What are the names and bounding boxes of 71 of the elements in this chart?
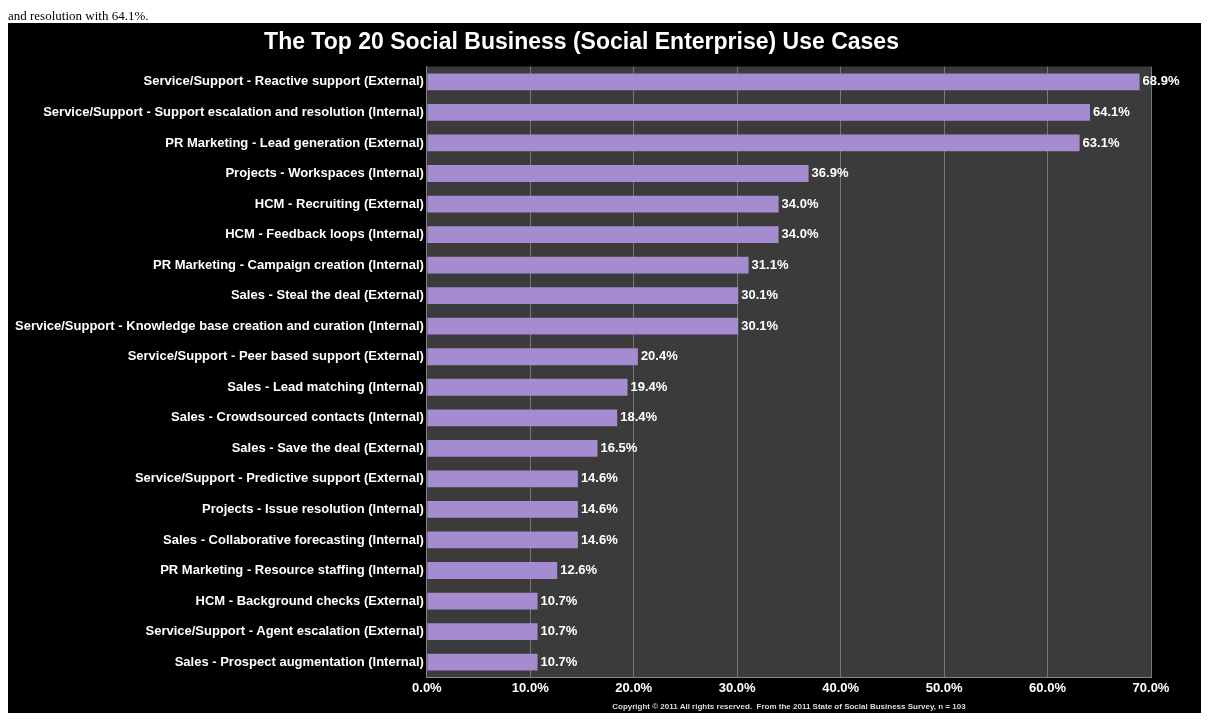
data-label: 30.1% (741, 287, 779, 303)
bar (427, 501, 578, 518)
y-tick-label: Service/Support - Agent escalation (External) (145, 623, 424, 639)
y-tick-label: Sales - Crowdsourced contacts (Internal) (171, 409, 424, 425)
bar (427, 653, 538, 671)
data-label: 31.1% (751, 256, 789, 272)
bar (427, 317, 739, 335)
data-label: 14.6% (580, 501, 619, 517)
y-tick-label: Service/Support - Predictive support (External) (134, 470, 424, 486)
data-label: 68.9% (1142, 73, 1180, 89)
bar (427, 134, 1080, 152)
x-tick-label: 10.0% (511, 679, 550, 695)
bar (427, 562, 558, 579)
chart-title: The Top 20 Social Business (Social Enterprise) Use Cases (264, 28, 899, 55)
bar (427, 195, 779, 213)
y-tick-label: Sales - Collaborative forecasting (Internal) (163, 531, 424, 547)
y-tick-label: Sales - Lead matching (Internal) (227, 378, 424, 394)
x-tick-label: 20.0% (615, 679, 653, 695)
data-label: 18.4% (620, 409, 658, 425)
data-label: 10.7% (540, 623, 578, 639)
y-tick-label: Projects - Issue resolution (Internal) (202, 501, 424, 517)
bar (427, 348, 638, 366)
x-tick-label: 30.0% (718, 679, 757, 695)
bar (427, 592, 538, 610)
bar (427, 378, 628, 396)
y-tick-label: Sales - Prospect augmentation (Internal) (174, 653, 424, 669)
y-tick-label: PR Marketing - Campaign creation (Internal) (152, 256, 424, 272)
data-label: 20.4% (640, 348, 679, 364)
y-tick-label: HCM - Feedback loops (Internal) (225, 226, 424, 242)
x-tick-label: 40.0% (822, 679, 860, 695)
text: Copyright © 2011 All rights reserved. From the 2011 State of Social Business Survey, n = 103 (612, 702, 967, 712)
data-label: 12.6% (560, 562, 598, 578)
data-label: 14.6% (580, 531, 619, 547)
x-tick-label: 70.0% (1132, 679, 1170, 695)
y-tick-label: Service/Support - Peer based support (External) (127, 348, 424, 364)
data-label: 14.6% (580, 470, 619, 486)
bar (427, 623, 538, 640)
bar (427, 409, 618, 427)
x-tick-label: 60.0% (1029, 679, 1067, 695)
data-label: 63.1% (1082, 134, 1120, 150)
bar (427, 531, 578, 549)
y-tick-label: Service/Support - Reactive support (External) (143, 73, 424, 89)
y-tick-label: Service/Support - Knowledge base creation and curation (Internal) (14, 317, 424, 333)
data-label: 16.5% (600, 439, 638, 455)
data-label: 64.1% (1092, 103, 1131, 119)
data-label: 34.0% (781, 226, 819, 242)
x-tick-label: 50.0% (925, 679, 963, 695)
data-label: 10.7% (540, 592, 578, 608)
x-tick-label: 0.0% (412, 679, 443, 695)
y-tick-label: Service/Support - Support escalation and resolution (Internal) (43, 103, 424, 119)
data-label: 10.7% (540, 653, 578, 669)
bar (427, 226, 779, 243)
data-label: 34.0% (781, 195, 819, 211)
y-tick-label: Sales - Steal the deal (External) (230, 287, 424, 303)
data-label: 36.9% (811, 165, 849, 181)
text: and resolution with 64.1%. (8, 8, 150, 23)
bar (427, 287, 739, 305)
data-label: 30.1% (741, 317, 779, 333)
bar (427, 439, 598, 457)
y-tick-label: HCM - Background checks (External) (195, 592, 424, 608)
bar (427, 256, 749, 274)
bar (427, 470, 578, 488)
y-tick-label: Sales - Save the deal (External) (231, 439, 424, 455)
bar (427, 73, 1140, 91)
y-tick-label: PR Marketing - Lead generation (External) (165, 134, 424, 150)
y-tick-label: PR Marketing - Resource staffing (Internal) (160, 562, 424, 578)
data-label: 19.4% (630, 378, 668, 394)
bar (427, 165, 809, 182)
y-tick-label: Projects - Workspaces (Internal) (225, 165, 424, 181)
bar (427, 104, 1090, 121)
y-tick-label: HCM - Recruiting (External) (254, 195, 424, 211)
